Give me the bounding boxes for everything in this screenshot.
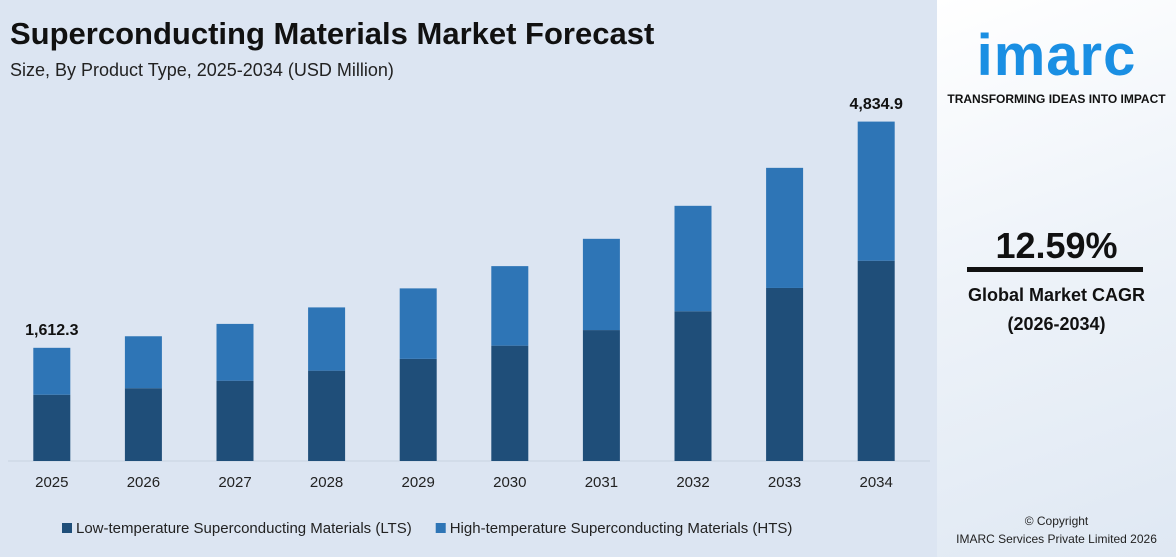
x-tick-label: 2031: [585, 474, 618, 491]
bar-segment: [399, 288, 437, 359]
bar-segment: [857, 121, 895, 261]
bar-segment: [124, 388, 162, 461]
bar-segment: [674, 205, 712, 312]
company: IMARC Services Private Limited 2026: [956, 532, 1157, 546]
x-tick-label: 2027: [218, 474, 251, 491]
x-tick-label: 2030: [493, 474, 526, 491]
cagr-period: (2026-2034): [1007, 314, 1106, 334]
legend-label: Low-temperature Superconducting Material…: [76, 520, 412, 537]
legend-label: High-temperature Superconducting Materia…: [450, 520, 793, 537]
total-label: 4,834.9: [850, 96, 903, 113]
x-tick-label: 2032: [676, 474, 709, 491]
cagr-value: 12.59%: [995, 225, 1118, 266]
total-label: 1,612.3: [25, 322, 78, 339]
bar-segment: [582, 330, 620, 461]
logo: imarc: [976, 23, 1137, 88]
bar-segment: [766, 287, 804, 461]
bar-segment: [491, 266, 529, 346]
tagline: TRANSFORMING IDEAS INTO IMPACT: [947, 92, 1166, 106]
x-tick-label: 2025: [35, 474, 68, 491]
copyright: © Copyright: [1024, 514, 1089, 528]
bar-segment: [399, 358, 437, 461]
bar-segment: [308, 370, 346, 461]
chart: Superconducting Materials Market Forecas…: [0, 0, 937, 557]
bar-segment: [308, 307, 346, 371]
bar-segment: [33, 394, 71, 461]
x-tick-label: 2033: [768, 474, 801, 491]
chart-title: Superconducting Materials Market Forecas…: [10, 16, 654, 51]
bar-segment: [33, 347, 71, 395]
bar-segment: [857, 260, 895, 461]
sidebar: imarc TRANSFORMING IDEAS INTO IMPACT 12.…: [937, 0, 1176, 557]
legend-swatch: [62, 523, 72, 533]
chart-subtitle: Size, By Product Type, 2025-2034 (USD Mi…: [10, 60, 394, 80]
x-tick-label: 2028: [310, 474, 343, 491]
cagr-label: Global Market CAGR: [967, 285, 1146, 305]
bar-segment: [491, 345, 529, 461]
x-tick-label: 2026: [127, 474, 160, 491]
bar-segment: [766, 167, 804, 288]
x-tick-label: 2034: [860, 474, 893, 491]
bar-segment: [582, 238, 620, 331]
bar-segment: [216, 323, 254, 381]
x-tick-label: 2029: [402, 474, 435, 491]
bar-segment: [124, 336, 162, 389]
divider: [967, 267, 1143, 272]
bar-segment: [216, 380, 254, 461]
bar-segment: [674, 311, 712, 461]
legend-swatch: [435, 523, 446, 533]
